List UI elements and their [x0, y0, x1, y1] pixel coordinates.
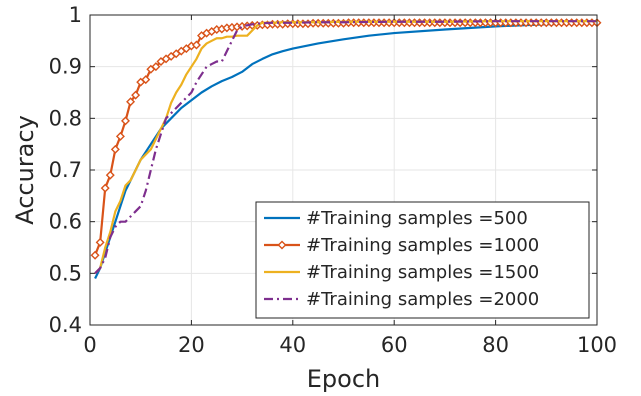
x-tick-label: 100	[577, 333, 617, 357]
y-tick-label: 0.4	[49, 313, 82, 337]
x-tick-label: 80	[482, 333, 509, 357]
data-point-marker	[105, 170, 115, 180]
axis-ticks: 0 20 40 60 80 100 0.4 0.5 0.6 0.7 0.8 0.9 1	[49, 3, 617, 357]
legend-label: #Training samples =1000	[306, 235, 539, 256]
y-tick-label: 0.9	[49, 55, 82, 79]
legend-item: #Training samples =2000	[264, 289, 539, 310]
x-axis-title: Epoch	[307, 365, 381, 393]
y-tick-label: 0.6	[49, 210, 82, 234]
data-point-marker	[115, 131, 125, 141]
legend-label: #Training samples =500	[306, 208, 528, 229]
series-layer	[90, 18, 602, 279]
legend-label: #Training samples =2000	[306, 289, 539, 310]
y-tick-label: 0.5	[49, 261, 82, 285]
x-tick-label: 60	[381, 333, 408, 357]
data-point-marker	[131, 90, 141, 100]
legend: #Training samples =500 #Training samples …	[255, 201, 590, 319]
data-point-marker	[141, 75, 151, 85]
y-tick-label: 0.7	[49, 158, 82, 182]
legend-box	[255, 201, 590, 319]
x-tick-label: 40	[279, 333, 306, 357]
series-4	[94, 20, 597, 275]
data-point-marker	[151, 62, 161, 72]
data-point-marker	[191, 40, 201, 50]
y-tick-label: 0.8	[49, 106, 82, 130]
y-axis-title: Accuracy	[11, 115, 39, 225]
legend-item: #Training samples =500	[264, 208, 528, 229]
data-point-marker	[121, 116, 130, 126]
data-point-marker	[90, 250, 100, 260]
x-tick-label: 0	[83, 333, 96, 357]
data-point-marker	[126, 97, 136, 107]
x-tick-label: 20	[178, 333, 205, 357]
series-line	[94, 20, 597, 275]
legend-item: #Training samples =1500	[264, 262, 539, 283]
series-1	[94, 21, 598, 279]
data-point-marker	[100, 183, 110, 193]
y-tick-label: 1	[69, 3, 82, 27]
legend-label: #Training samples =1500	[306, 262, 539, 283]
data-point-marker	[95, 237, 105, 247]
data-point-marker	[110, 144, 120, 154]
legend-item: #Training samples =1000	[264, 235, 539, 256]
legend-marker-sample	[277, 240, 287, 250]
series-line	[94, 21, 598, 279]
